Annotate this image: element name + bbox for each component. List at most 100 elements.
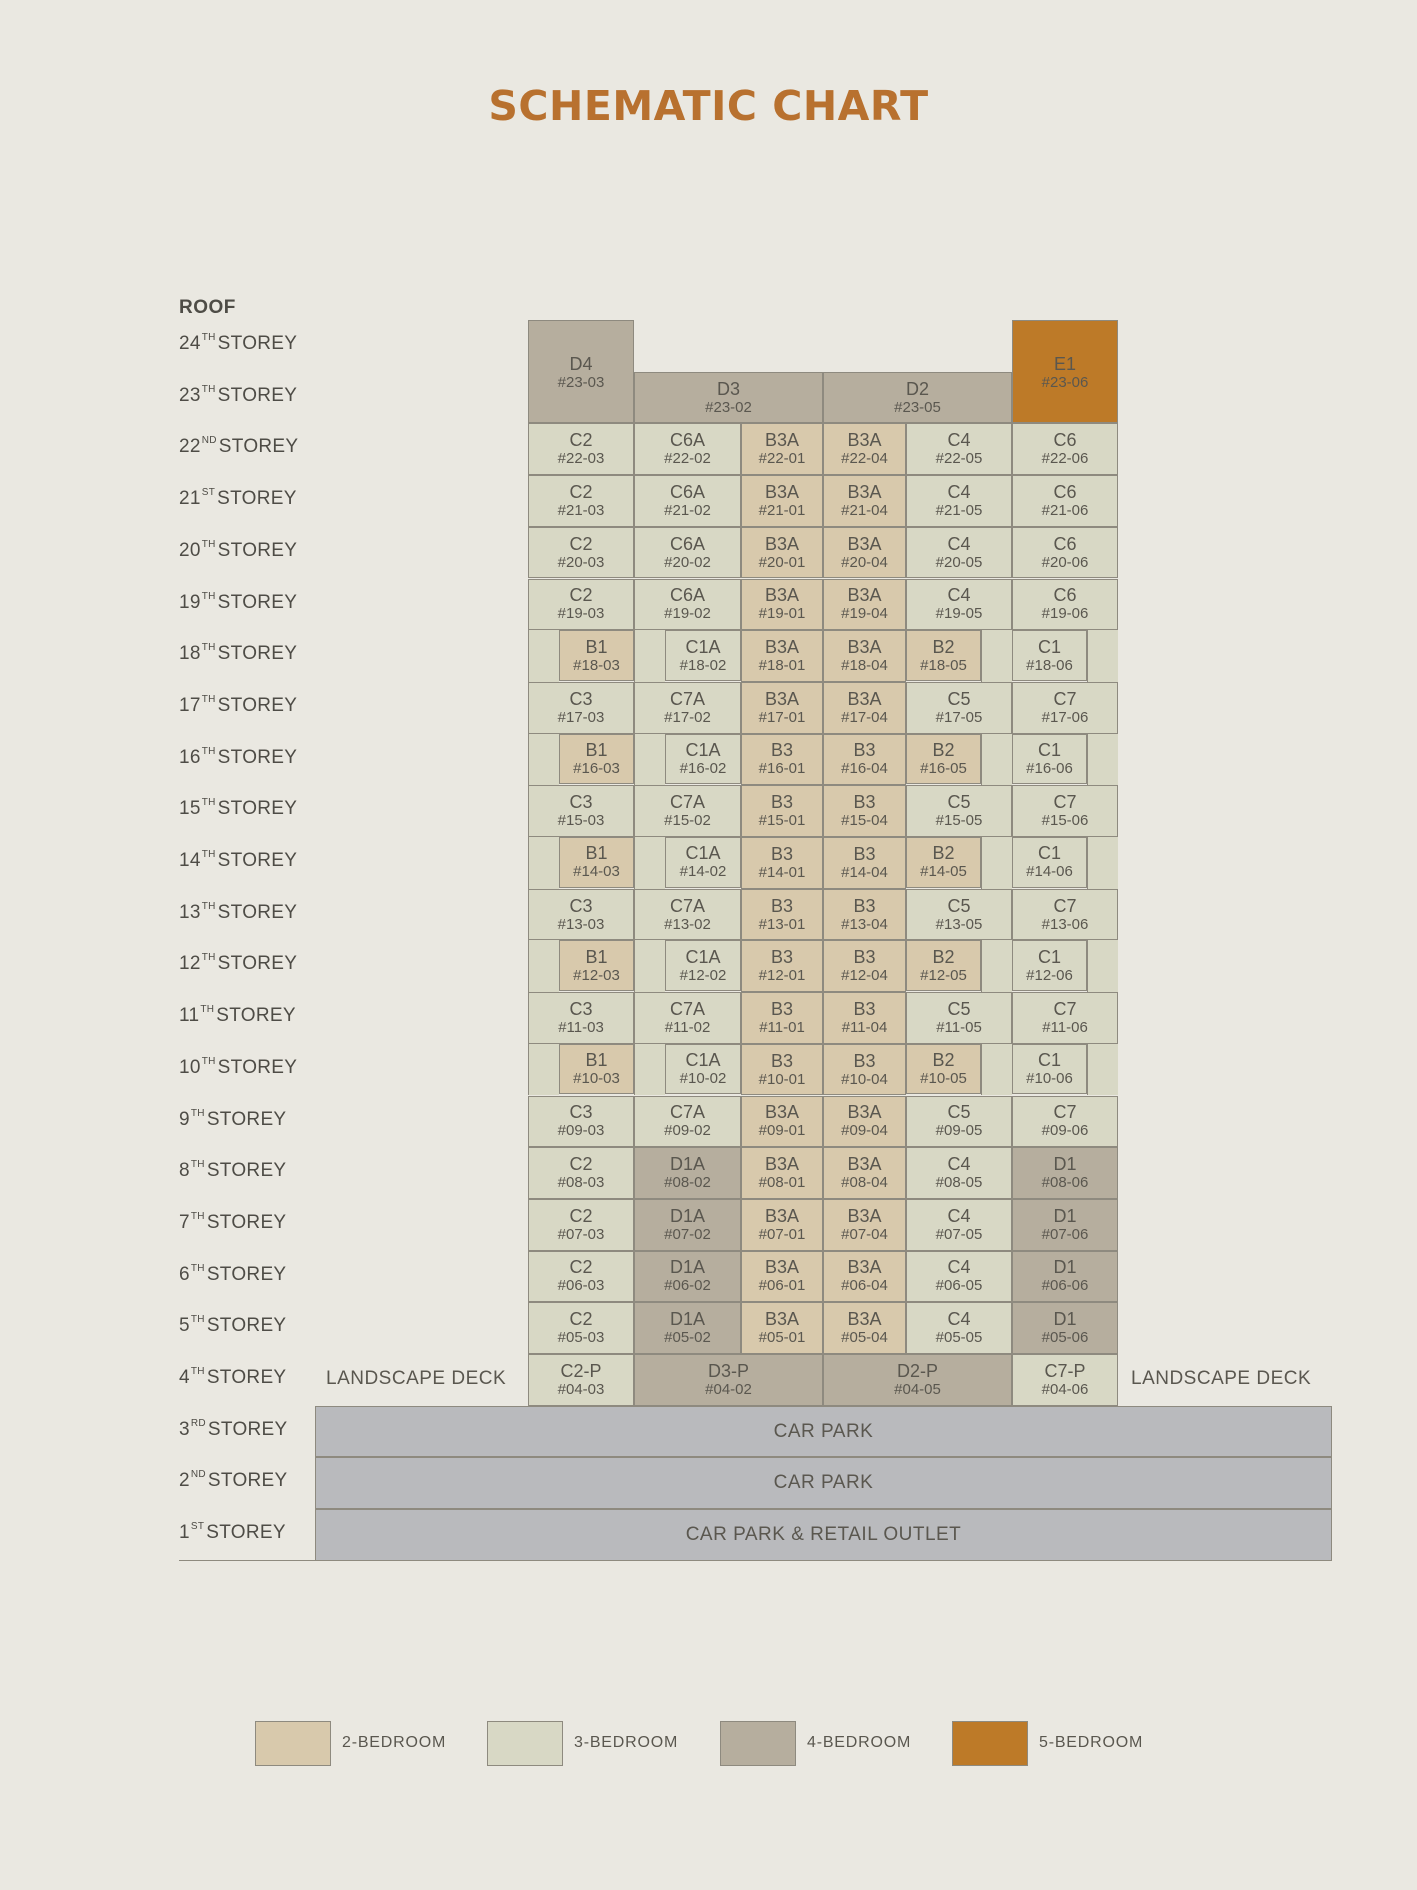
unit-type: C5 (947, 1102, 971, 1123)
unit-cell: D1A #08-02 (634, 1147, 741, 1199)
unit-number: #23-03 (557, 374, 605, 391)
unit-cell: C3 #11-03 (528, 992, 634, 1044)
unit-type: C3 (569, 1102, 593, 1123)
unit-cell: B3A #07-01 (741, 1198, 823, 1251)
unit-number: #09-03 (557, 1122, 605, 1140)
unit-number: #16-04 (841, 760, 888, 778)
unit-type: C6 (1053, 430, 1077, 451)
unit-number: #16-01 (758, 760, 806, 778)
unit-cell: B3A #07-04 (823, 1198, 906, 1251)
unit-number: #08-06 (1041, 1174, 1089, 1192)
unit-cell: C5 #09-05 (906, 1095, 1012, 1148)
unit-type: B3A (764, 481, 800, 502)
unit-number: #19-01 (758, 605, 806, 623)
unit-number: #12-06 (1026, 966, 1073, 984)
unit-number: #10-05 (920, 1070, 967, 1088)
unit-number: #22-03 (557, 450, 605, 468)
unit-number: #15-01 (758, 812, 806, 830)
unit-type: B3A (764, 1257, 800, 1278)
unit-type: D1 (1053, 1154, 1077, 1175)
unit-number: #08-05 (935, 1174, 983, 1192)
storey-label: 13TH STOREY (179, 900, 298, 923)
unit-type: B3A (847, 1257, 882, 1278)
unit-type: C2-P (560, 1360, 602, 1381)
legend-item: 5-BEDROOM (952, 1720, 1143, 1766)
column-fill (1087, 1043, 1118, 1096)
storey-label: 12TH STOREY (179, 952, 298, 975)
unit-cell: C5 #17-05 (906, 681, 1012, 734)
unit-cell: C1 #14-06 (1012, 837, 1087, 888)
unit-type: C7 (1053, 998, 1077, 1019)
unit-cell: B3A #19-04 (823, 578, 906, 631)
unit-cell: B2 #10-05 (906, 1043, 981, 1095)
unit-type: B3A (764, 430, 800, 451)
unit-number: #11-04 (841, 1018, 888, 1036)
legend-swatch (487, 1720, 563, 1766)
unit-cell: C5 #13-05 (906, 888, 1012, 941)
unit-type: D1 (1053, 1257, 1077, 1278)
unit-cell: B3 #13-01 (741, 888, 823, 941)
unit-type: C2 (569, 1309, 593, 1330)
unit-number: #06-04 (841, 1277, 888, 1295)
unit-type: B1 (585, 636, 608, 657)
unit-type: D3-P (707, 1360, 749, 1381)
unit-number: #07-05 (935, 1225, 983, 1243)
unit-type: C7 (1053, 792, 1077, 813)
unit-cell: B3A #18-01 (741, 630, 823, 682)
storey-label: 18TH STOREY (179, 642, 298, 665)
unit-number: #12-05 (920, 966, 967, 984)
unit-type: C1 (1037, 739, 1061, 760)
unit-cell: B3A #05-04 (823, 1302, 906, 1354)
unit-type: C7 (1053, 895, 1077, 916)
unit-type: C2 (569, 533, 593, 554)
column-fill (981, 837, 1012, 889)
storey-label: 10TH STOREY (179, 1055, 298, 1078)
unit-type: C7A (669, 1102, 705, 1123)
unit-number: #18-03 (573, 656, 620, 674)
unit-cell: B3 #13-04 (823, 888, 906, 941)
unit-number: #05-01 (758, 1329, 806, 1347)
unit-number: #10-06 (1026, 1070, 1073, 1088)
unit-cell: B3A #09-01 (741, 1095, 823, 1148)
unit-type: C1 (1037, 636, 1061, 657)
storey-label: 15TH STOREY (179, 797, 298, 820)
unit-number: #04-02 (705, 1380, 752, 1398)
unit-type: B3 (770, 1050, 794, 1071)
unit-type: C7A (669, 998, 705, 1019)
unit-number: #19-06 (1041, 605, 1089, 623)
unit-cell: B3 #12-01 (741, 940, 823, 993)
unit-number: #10-04 (841, 1070, 888, 1088)
unit-cell: B3 #14-04 (823, 837, 906, 889)
unit-type: B3A (847, 1154, 882, 1175)
unit-type: D1 (1053, 1309, 1077, 1330)
unit-type: C7A (669, 792, 705, 813)
unit-type: B3A (847, 1309, 882, 1330)
unit-cell: C6A #22-02 (634, 423, 741, 476)
unit-cell: C4 #19-05 (906, 578, 1012, 631)
unit-type: D1A (669, 1154, 705, 1175)
unit-number: #07-04 (841, 1225, 888, 1243)
unit-type: C2 (569, 1257, 593, 1278)
unit-type: C2 (569, 481, 593, 502)
unit-number: #18-05 (920, 656, 967, 674)
unit-number: #23-02 (705, 398, 752, 416)
unit-type: B3 (770, 843, 794, 864)
storey-label: 14TH STOREY (179, 849, 298, 871)
unit-cell: B3A #06-04 (823, 1250, 906, 1303)
storey-label: 17TH STOREY (179, 693, 298, 716)
unit-cell: C2 #08-03 (528, 1147, 634, 1199)
unit-cell: C4 #07-05 (906, 1198, 1012, 1251)
column-fill (528, 940, 559, 993)
unit-type: D3 (716, 378, 740, 399)
unit-cell: B3A #08-01 (741, 1147, 823, 1199)
unit-cell: C4 #08-05 (906, 1147, 1012, 1199)
unit-number: #06-03 (557, 1277, 605, 1295)
unit-number: #13-04 (841, 915, 888, 933)
unit-cell: C2 #21-03 (528, 475, 634, 527)
unit-type: B3A (847, 585, 882, 606)
column-fill (528, 837, 559, 889)
roof-label: ROOF (179, 297, 236, 318)
column-fill (981, 1043, 1012, 1096)
unit-number: #06-06 (1041, 1277, 1089, 1295)
unit-cell: C1 #16-06 (1012, 733, 1087, 785)
